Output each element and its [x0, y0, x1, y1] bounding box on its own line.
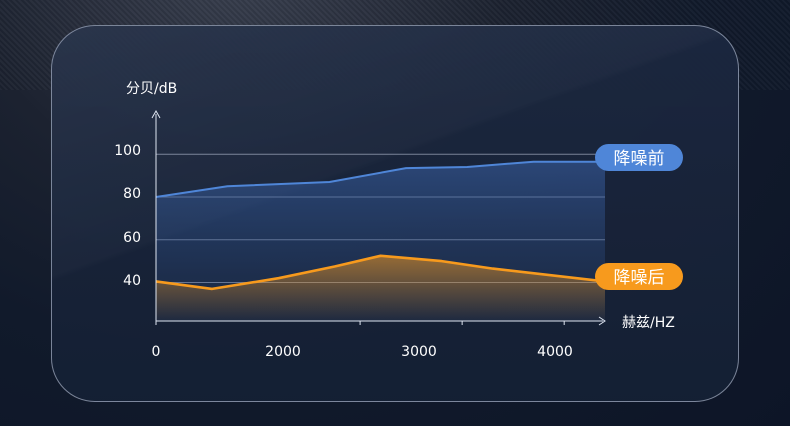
y-tick-label-80: 80	[123, 186, 141, 202]
series-area-1	[156, 255, 605, 321]
y-tick-label-100: 100	[114, 143, 141, 159]
x-tick-label-4000: 4000	[537, 344, 573, 360]
y-tick-label-60: 60	[123, 230, 141, 246]
y-tick-label-40: 40	[123, 273, 141, 289]
legend-before-label: 降噪前	[614, 149, 665, 169]
legend-after-label: 降噪后	[614, 268, 665, 288]
x-tick-label-0: 0	[152, 344, 161, 360]
legend-before: 降噪前	[595, 144, 683, 171]
y-axis-arrow	[151, 109, 161, 119]
legend-before-pill	[595, 144, 683, 171]
legend-after-pill	[595, 263, 683, 290]
x-tick-label-3000: 3000	[401, 344, 437, 360]
legend-after: 降噪后	[595, 263, 683, 290]
x-tick-label-2000: 2000	[265, 344, 301, 360]
x-axis-title: 赫兹/HZ	[622, 315, 675, 331]
x-axis-arrow	[598, 316, 606, 326]
series-line-1	[155, 254, 606, 291]
y-axis-title: 分贝/dB	[126, 81, 177, 97]
